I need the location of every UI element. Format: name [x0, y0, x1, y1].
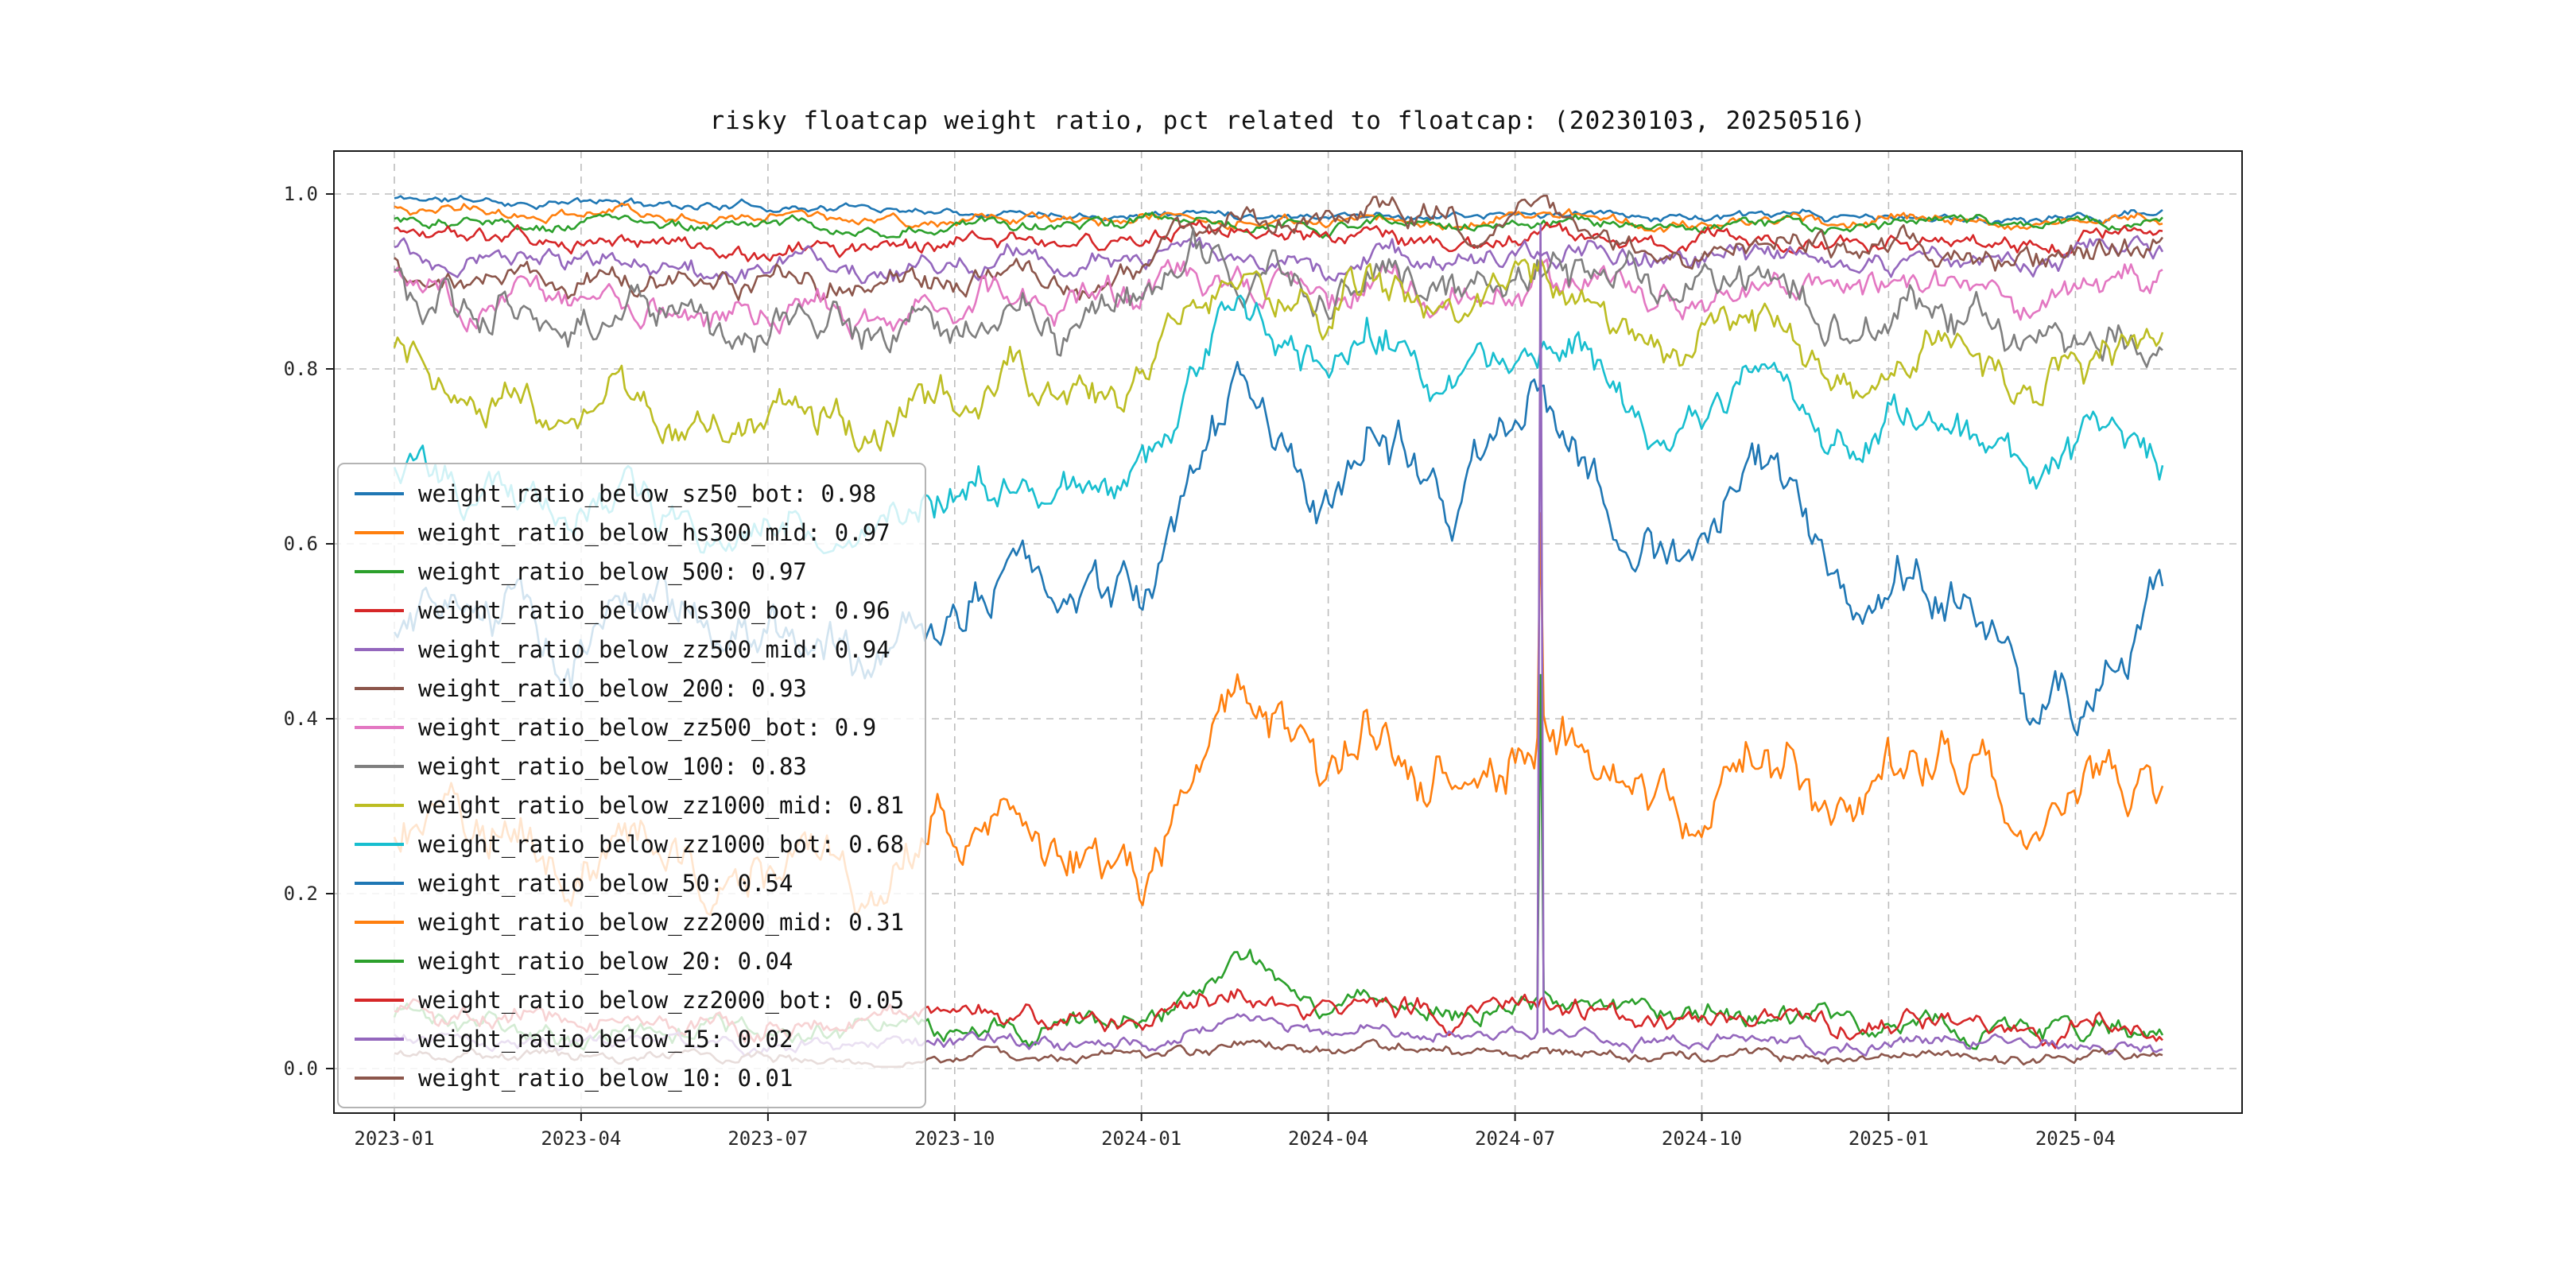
- series-line-weight_ratio_below_sz50_bot: [394, 194, 2163, 225]
- legend-item-label: weight_ratio_below_50: 0.54: [418, 869, 793, 897]
- x-tick-label: 2023-07: [727, 1127, 808, 1150]
- legend-line-swatch: [355, 920, 404, 924]
- series-line-weight_ratio_below_zz1000_mid: [393, 257, 2164, 453]
- x-tick-label: 2025-04: [2035, 1127, 2116, 1150]
- legend-line-swatch: [355, 998, 404, 1002]
- x-tick-label: 2023-10: [914, 1127, 995, 1150]
- legend-line-swatch: [355, 647, 404, 651]
- legend-line-swatch: [355, 1076, 404, 1080]
- legend-item-label: weight_ratio_below_200: 0.93: [418, 674, 807, 702]
- x-tick-label: 2024-10: [1662, 1127, 1742, 1150]
- legend-line-swatch: [355, 764, 404, 768]
- legend-item-weight_ratio_below_500: weight_ratio_below_500: 0.97: [355, 552, 904, 591]
- legend-item-weight_ratio_below_zz500_mid: weight_ratio_below_zz500_mid: 0.94: [355, 630, 904, 669]
- legend-item-label: weight_ratio_below_sz50_bot: 0.98: [418, 479, 877, 507]
- legend-line-swatch: [355, 881, 404, 885]
- legend-line-swatch: [355, 686, 404, 690]
- legend-item-label: weight_ratio_below_15: 0.02: [418, 1025, 793, 1053]
- x-tick-label: 2023-04: [541, 1127, 621, 1150]
- legend-line-swatch: [355, 959, 404, 963]
- legend-item-label: weight_ratio_below_20: 0.04: [418, 947, 793, 975]
- legend-line-swatch: [355, 842, 404, 846]
- legend-item-weight_ratio_below_zz1000_mid: weight_ratio_below_zz1000_mid: 0.81: [355, 786, 904, 824]
- legend-item-weight_ratio_below_zz500_bot: weight_ratio_below_zz500_bot: 0.9: [355, 708, 904, 747]
- legend-line-swatch: [355, 1037, 404, 1041]
- x-tick-label: 2024-01: [1101, 1127, 1181, 1150]
- x-tick-label: 2024-04: [1288, 1127, 1368, 1150]
- axes-spines: [333, 150, 2243, 1114]
- legend-item-weight_ratio_below_sz50_bot: weight_ratio_below_sz50_bot: 0.98: [355, 474, 904, 513]
- legend-item-label: weight_ratio_below_hs300_mid: 0.97: [418, 518, 890, 546]
- legend-item-label: weight_ratio_below_zz2000_bot: 0.05: [418, 986, 905, 1014]
- y-tick-label: 1.0: [284, 183, 318, 205]
- legend-item-label: weight_ratio_below_zz500_bot: 0.9: [418, 713, 877, 741]
- legend-line-swatch: [355, 569, 404, 573]
- chart-title: risky floatcap weight ratio, pct related…: [709, 107, 1867, 135]
- legend-item-weight_ratio_below_200: weight_ratio_below_200: 0.93: [355, 669, 904, 708]
- y-tick-label: 0.8: [284, 358, 318, 380]
- legend-item-weight_ratio_below_50: weight_ratio_below_50: 0.54: [355, 863, 904, 902]
- legend-item-weight_ratio_below_10: weight_ratio_below_10: 0.01: [355, 1058, 904, 1097]
- series-line-weight_ratio_below_200: [394, 194, 2164, 302]
- legend-item-weight_ratio_below_20: weight_ratio_below_20: 0.04: [355, 941, 904, 980]
- legend-item-weight_ratio_below_zz2000_bot: weight_ratio_below_zz2000_bot: 0.05: [355, 980, 904, 1019]
- legend-item-label: weight_ratio_below_zz2000_mid: 0.31: [418, 908, 905, 936]
- legend-item-label: weight_ratio_below_10: 0.01: [418, 1064, 793, 1092]
- series-line-weight_ratio_below_hs300_bot: [394, 219, 2163, 262]
- legend: weight_ratio_below_sz50_bot: 0.98 weight_…: [337, 463, 927, 1108]
- legend-item-weight_ratio_below_hs300_mid: weight_ratio_below_hs300_mid: 0.97: [355, 513, 904, 552]
- legend-item-weight_ratio_below_zz1000_bot: weight_ratio_below_zz1000_bot: 0.68: [355, 824, 904, 863]
- legend-item-label: weight_ratio_below_500: 0.97: [418, 557, 807, 585]
- legend-item-label: weight_ratio_below_hs300_bot: 0.96: [418, 596, 890, 624]
- legend-item-weight_ratio_below_hs300_bot: weight_ratio_below_hs300_bot: 0.96: [355, 591, 904, 630]
- legend-line-swatch: [355, 491, 404, 495]
- legend-item-label: weight_ratio_below_zz1000_bot: 0.68: [418, 830, 905, 858]
- legend-item-weight_ratio_below_zz2000_mid: weight_ratio_below_zz2000_mid: 0.31: [355, 902, 904, 941]
- x-tick-label: 2024-07: [1475, 1127, 1555, 1150]
- series-line-weight_ratio_below_zz500_bot: [393, 258, 2163, 340]
- series-line-weight_ratio_below_100: [394, 227, 2163, 368]
- legend-item-label: weight_ratio_below_100: 0.83: [418, 752, 807, 780]
- legend-line-swatch: [355, 608, 404, 612]
- x-tick-label: 2025-01: [1849, 1127, 1929, 1150]
- legend-line-swatch: [355, 725, 404, 729]
- y-tick-label: 0.0: [284, 1057, 318, 1080]
- y-tick-label: 0.2: [284, 883, 318, 905]
- legend-item-weight_ratio_below_15: weight_ratio_below_15: 0.02: [355, 1019, 904, 1058]
- legend-item-weight_ratio_below_100: weight_ratio_below_100: 0.83: [355, 747, 904, 786]
- legend-line-swatch: [355, 530, 404, 534]
- y-tick-label: 0.4: [284, 708, 318, 730]
- x-tick-label: 2023-01: [354, 1127, 434, 1150]
- y-tick-label: 0.6: [284, 533, 318, 555]
- legend-line-swatch: [355, 803, 404, 807]
- legend-item-label: weight_ratio_below_zz500_mid: 0.94: [418, 635, 890, 663]
- legend-item-label: weight_ratio_below_zz1000_mid: 0.81: [418, 791, 905, 819]
